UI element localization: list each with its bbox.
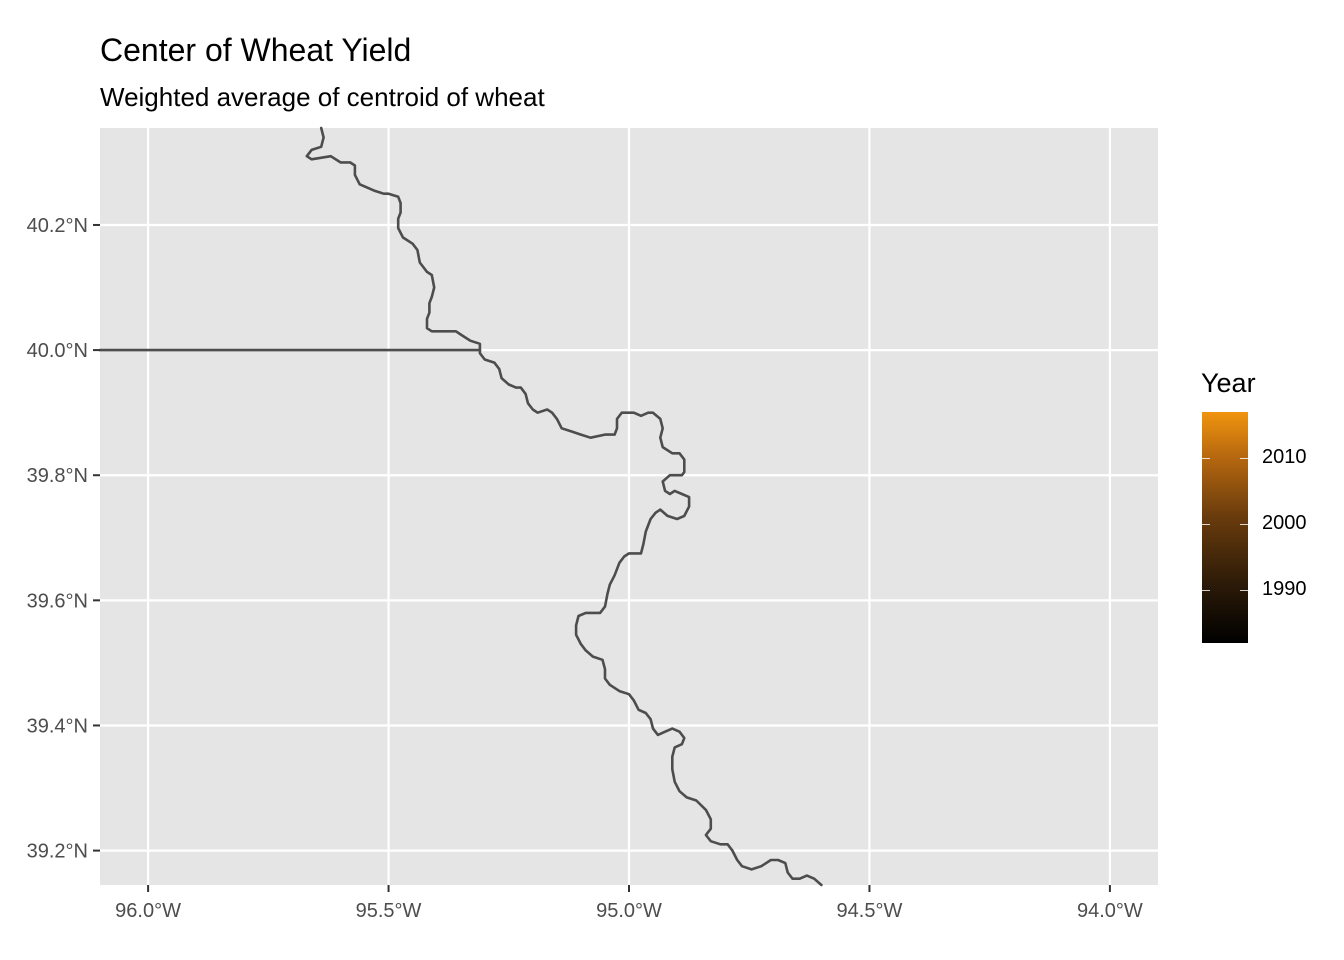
legend-tick-mark	[1240, 524, 1248, 526]
legend-tick-mark	[1202, 590, 1210, 592]
y-tick-label: 40.0°N	[27, 340, 88, 362]
legend-tick-mark	[1202, 524, 1210, 526]
y-tick-label: 39.2°N	[27, 841, 88, 863]
x-axis: 96.0°W 95.5°W 95.0°W 94.5°W 94.0°W	[115, 885, 1143, 922]
legend-label: 2010	[1262, 446, 1307, 469]
y-tick-label: 39.8°N	[27, 465, 88, 487]
legend-label: 1990	[1262, 578, 1307, 601]
y-tick-label: 39.6°N	[27, 590, 88, 612]
legend-tick-mark	[1202, 458, 1210, 460]
x-tick-label: 94.5°W	[837, 900, 903, 922]
legend-tick-mark	[1240, 458, 1248, 460]
state-boundaries	[98, 126, 823, 887]
x-tick-label: 95.0°W	[596, 900, 662, 922]
boundary-line-1	[305, 126, 823, 887]
x-tick-label: 95.5°W	[356, 900, 422, 922]
x-tick-label: 96.0°W	[115, 900, 181, 922]
y-axis: 39.2°N 39.4°N 39.6°N 39.8°N 40.0°N 40.2°N	[27, 215, 100, 863]
legend-label: 2000	[1262, 512, 1307, 535]
legend-tick-mark	[1240, 590, 1248, 592]
y-tick-label: 40.2°N	[27, 215, 88, 237]
chart-subtitle: Weighted average of centroid of wheat	[100, 82, 545, 112]
legend-title: Year	[1201, 368, 1256, 398]
legend-colorbar	[1202, 412, 1248, 643]
y-tick-label: 39.4°N	[27, 715, 88, 737]
x-tick-label: 94.0°W	[1077, 900, 1143, 922]
chart-title: Center of Wheat Yield	[100, 32, 412, 68]
